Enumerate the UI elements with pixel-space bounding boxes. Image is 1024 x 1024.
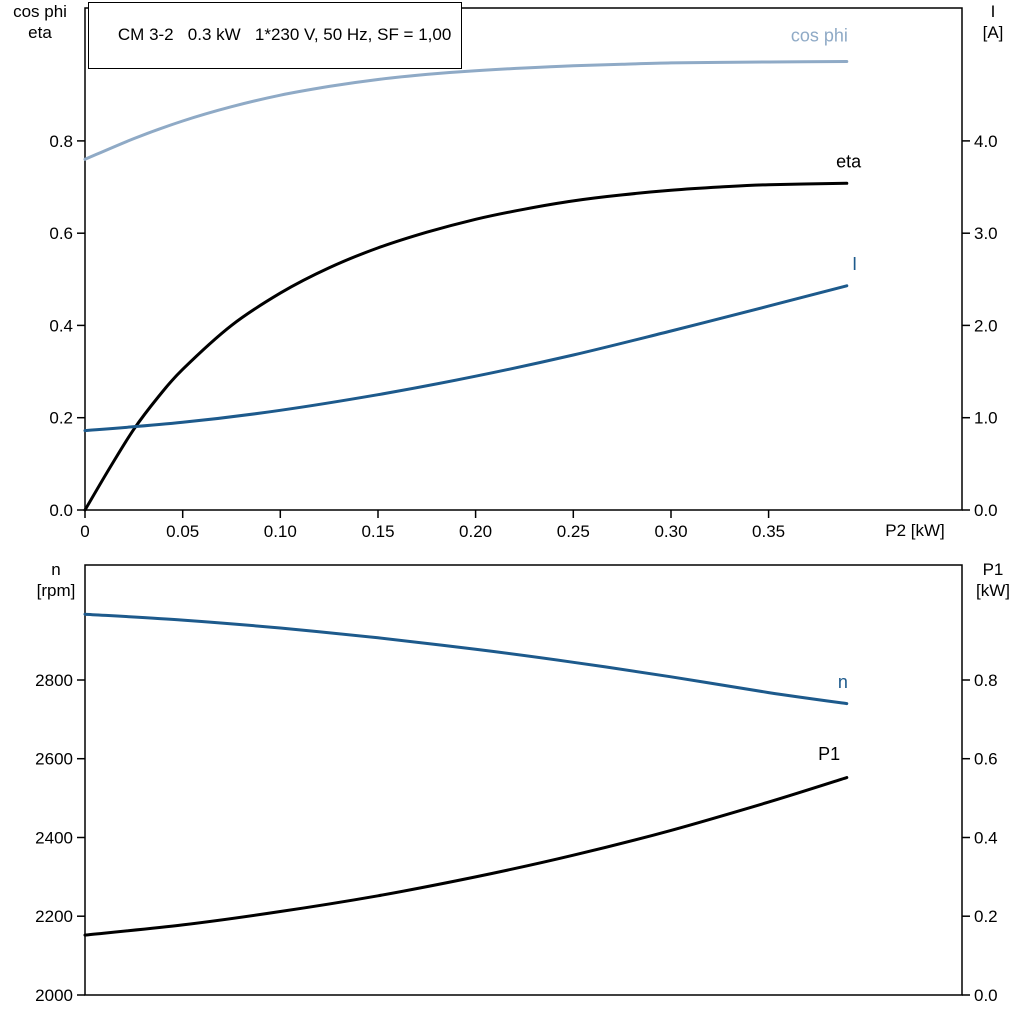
- curve-label: n: [838, 672, 848, 692]
- left-tick-label: 2600: [35, 750, 73, 769]
- axis-label-p1-unit: [kW]: [976, 581, 1010, 600]
- x-tick-label: 0: [80, 522, 89, 541]
- left-tick-label: 2400: [35, 829, 73, 848]
- x-tick-label: 0.05: [166, 522, 199, 541]
- right-tick-label: 1.0: [974, 409, 998, 428]
- x-tick-label: 0.35: [752, 522, 785, 541]
- right-tick-label: 2.0: [974, 316, 998, 335]
- left-tick-label: 2200: [35, 907, 73, 926]
- top-chart-left-axis-label: cos phi eta: [2, 1, 78, 43]
- left-tick-label: 0.0: [49, 501, 73, 520]
- right-tick-label: 0.0: [974, 986, 998, 1005]
- right-tick-label: 4.0: [974, 132, 998, 151]
- left-tick-label: 2800: [35, 671, 73, 690]
- x-tick-label: 0.15: [361, 522, 394, 541]
- chart-title-box: CM 3-2 0.3 kW 1*230 V, 50 Hz, SF = 1,00: [88, 2, 463, 69]
- left-tick-label: 0.2: [49, 409, 73, 428]
- x-tick-label: 0.20: [459, 522, 492, 541]
- series-curve-I: [83, 284, 849, 433]
- top-chart-right-axis-label: I [A]: [968, 1, 1018, 43]
- axis-label-current: I: [990, 2, 996, 21]
- x-tick-label: 0.10: [264, 522, 297, 541]
- left-tick-label: 0.4: [49, 316, 73, 335]
- bottom-chart-right-axis-label: P1 [kW]: [964, 559, 1022, 601]
- left-tick-label: 2000: [35, 986, 73, 1005]
- curve-label: P1: [818, 744, 840, 764]
- chart-title: CM 3-2 0.3 kW 1*230 V, 50 Hz, SF = 1,00: [117, 25, 452, 44]
- right-tick-label: 0.6: [974, 750, 998, 769]
- series-curve-eta: [83, 181, 849, 512]
- left-tick-label: 0.6: [49, 224, 73, 243]
- curve-label: cos phi: [791, 26, 848, 46]
- right-tick-label: 0.0: [974, 501, 998, 520]
- right-tick-label: 0.2: [974, 907, 998, 926]
- axis-label-current-unit: [A]: [982, 23, 1004, 42]
- axis-label-eta: eta: [28, 23, 52, 42]
- series-curve-cos-phi: [83, 60, 849, 161]
- right-tick-label: 3.0: [974, 224, 998, 243]
- x-tick-label: 0.25: [557, 522, 590, 541]
- axis-label-speed: n: [51, 560, 61, 579]
- right-tick-label: 0.4: [974, 829, 998, 848]
- axis-label-speed-unit: [rpm]: [36, 581, 76, 600]
- right-tick-label: 0.8: [974, 671, 998, 690]
- series-curve-n: [83, 612, 849, 706]
- curve-label: eta: [836, 152, 862, 172]
- bottom-chart-left-axis-label: n [rpm]: [28, 559, 84, 601]
- x-axis-label: P2 [kW]: [885, 521, 945, 540]
- curve-label: I: [852, 254, 857, 274]
- axis-label-cos-phi: cos phi: [13, 2, 67, 21]
- plot-border: [84, 564, 963, 996]
- plot-border: [84, 7, 963, 511]
- series-curve-P1: [83, 776, 849, 937]
- x-tick-label: 0.30: [654, 522, 687, 541]
- left-tick-label: 0.8: [49, 132, 73, 151]
- axis-label-p1: P1: [982, 560, 1004, 579]
